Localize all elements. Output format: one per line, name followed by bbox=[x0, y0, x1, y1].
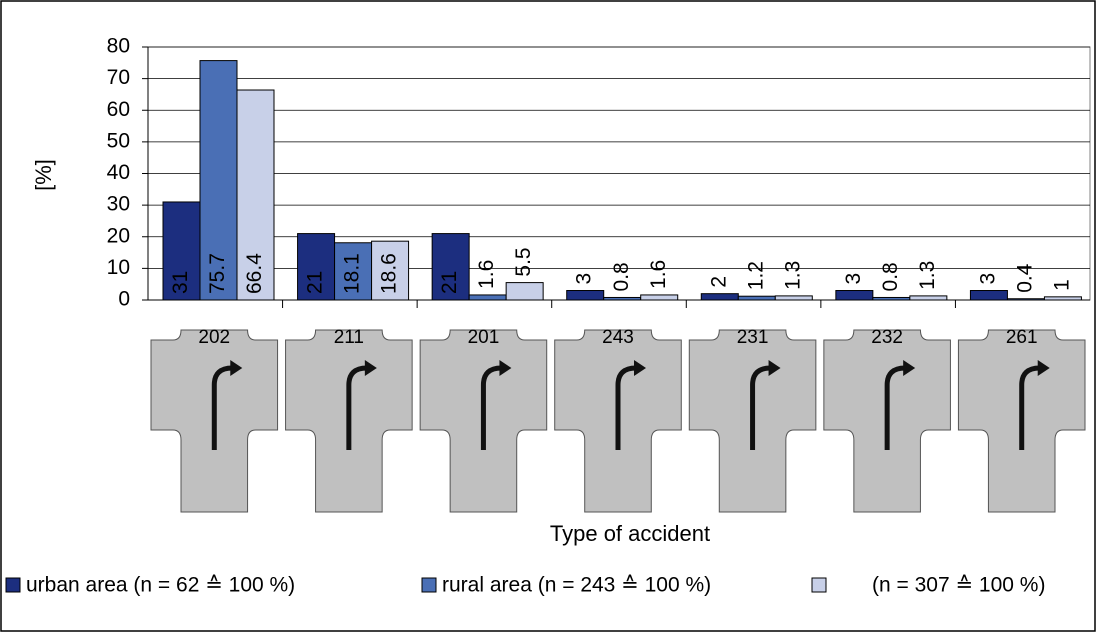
data-label: 0.8 bbox=[610, 262, 633, 291]
data-label: 1.3 bbox=[916, 261, 939, 290]
arrow-head bbox=[230, 360, 243, 376]
y-tick-label: 30 bbox=[107, 193, 130, 216]
legend-label: urban area (n = 62 ≙ 100 %) bbox=[26, 574, 295, 597]
legend-label: rural area (n = 243 ≙ 100 %) bbox=[442, 574, 711, 597]
y-tick-label: 60 bbox=[107, 98, 130, 121]
y-tick-label: 40 bbox=[107, 161, 130, 184]
data-label: 3 bbox=[573, 273, 596, 285]
y-tick-label: 70 bbox=[107, 66, 130, 89]
legend-swatch bbox=[5, 577, 21, 593]
arrow-head bbox=[634, 360, 646, 376]
y-tick-label: 80 bbox=[107, 35, 130, 58]
bar bbox=[199, 60, 238, 301]
bar bbox=[737, 295, 776, 301]
bar bbox=[334, 242, 373, 301]
arrow-head bbox=[364, 360, 377, 376]
arrow bbox=[480, 365, 502, 450]
y-tick-label: 10 bbox=[107, 256, 130, 279]
data-label: 66.4 bbox=[243, 253, 266, 294]
data-label: 31 bbox=[169, 271, 192, 294]
arrow-head bbox=[768, 360, 781, 376]
accident-diagram: 231 bbox=[688, 327, 817, 513]
arrow bbox=[884, 365, 906, 450]
diagram-label: 231 bbox=[737, 327, 769, 348]
diagram-label: 243 bbox=[602, 327, 634, 348]
arrow bbox=[1019, 365, 1040, 450]
bar bbox=[969, 290, 1008, 301]
data-label: 3 bbox=[976, 273, 999, 285]
arrow bbox=[615, 365, 637, 450]
arrow-head bbox=[903, 360, 916, 376]
y-axis-label: [%] bbox=[31, 159, 56, 191]
bar bbox=[640, 294, 679, 301]
arrow bbox=[750, 365, 771, 450]
data-label: 1 bbox=[1050, 279, 1073, 291]
diagram-label: 201 bbox=[468, 327, 500, 348]
y-tick-label: 20 bbox=[107, 224, 130, 247]
bar bbox=[774, 295, 813, 301]
data-label: 18.1 bbox=[341, 253, 364, 294]
x-axis-label: Type of accident bbox=[550, 521, 710, 546]
accident-diagram: 202 bbox=[150, 327, 279, 513]
data-label: 1.6 bbox=[647, 260, 670, 289]
data-label: 1.3 bbox=[781, 261, 804, 290]
arrow bbox=[346, 365, 367, 450]
diagram-label: 261 bbox=[1006, 327, 1038, 348]
bar bbox=[835, 290, 874, 301]
data-label: 1.2 bbox=[744, 261, 767, 290]
bar bbox=[236, 89, 275, 301]
diagram-label: 211 bbox=[334, 327, 364, 348]
data-label: 18.6 bbox=[378, 253, 401, 294]
accident-diagram: 211 bbox=[285, 327, 413, 513]
data-label: 3 bbox=[842, 273, 865, 285]
accident-diagram: 243 bbox=[554, 327, 682, 513]
y-tick-label: 50 bbox=[107, 129, 130, 152]
accident-diagram: 201 bbox=[419, 327, 548, 513]
bar bbox=[371, 240, 410, 301]
arrow-head bbox=[1037, 360, 1050, 376]
bar bbox=[700, 293, 739, 301]
bar bbox=[566, 290, 605, 301]
diagram-label: 232 bbox=[871, 327, 903, 348]
data-label: 1.6 bbox=[475, 260, 498, 289]
bar bbox=[468, 294, 507, 301]
legend-label: (n = 307 ≙ 100 %) bbox=[872, 574, 1045, 597]
data-label: 0.4 bbox=[1013, 263, 1036, 293]
bar bbox=[162, 201, 201, 301]
data-label: 75.7 bbox=[206, 253, 229, 294]
y-tick-label: 0 bbox=[118, 288, 130, 311]
data-label: 0.8 bbox=[879, 262, 902, 291]
data-label: 21 bbox=[438, 271, 461, 294]
arrow bbox=[211, 365, 233, 450]
legend-swatch bbox=[421, 577, 437, 593]
data-label: 2 bbox=[707, 276, 730, 288]
data-label: 21 bbox=[304, 271, 327, 294]
accident-diagram: 261 bbox=[957, 327, 1086, 513]
bar bbox=[909, 295, 948, 301]
diagram-label: 202 bbox=[198, 327, 230, 348]
data-label: 5.5 bbox=[512, 247, 535, 276]
bar bbox=[505, 282, 544, 301]
arrow-head bbox=[499, 360, 512, 376]
accident-diagram: 232 bbox=[823, 327, 951, 513]
legend-swatch bbox=[811, 577, 827, 593]
